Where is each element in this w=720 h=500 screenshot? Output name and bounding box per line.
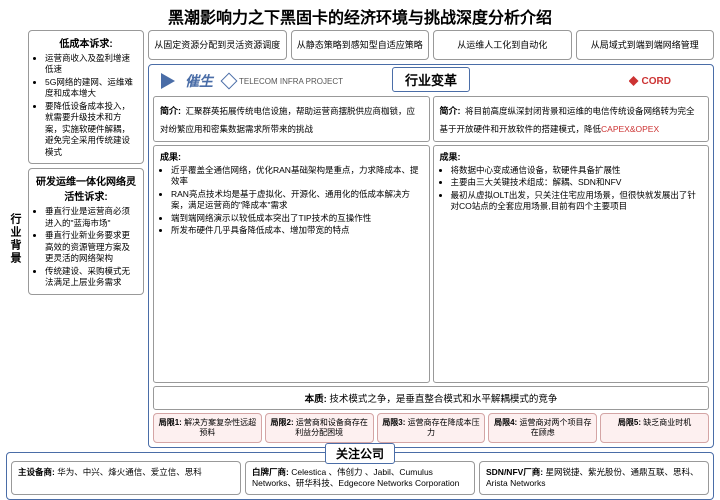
tip-intro-h: 简介: [160, 106, 181, 116]
list-item: 5G网络的建网、运维难度和成本增大 [45, 77, 138, 100]
essence-t: 技术模式之争，是垂直整合模式和水平解耦模式的竞争 [329, 394, 557, 405]
tip-intro-box: 简介: 汇聚群英拓展传统电信设施，帮助运营商摆脱供应商枷锁，应对纷繁应用和密集数… [153, 96, 430, 142]
vendor-box: 主设备商: 华为、中兴、烽火通信、爱立信、思科 [11, 461, 241, 495]
companies-section: 关注公司 主设备商: 华为、中兴、烽火通信、爱立信、思科 白牌厂商: Celes… [6, 452, 714, 500]
vendor-h: 白牌厂商: [252, 467, 289, 477]
left-column: 低成本诉求: 运营商收入及盈利增速低速 5G网络的建网、运维难度和成本增大 要降… [28, 30, 144, 448]
cord-result-list: 将数据中心变成通信设备，软硬件具备扩展性 主要由三大关键技术组成：解耦、SDN和… [440, 165, 703, 213]
tip-column: 简介: 汇聚群英拓展传统电信设施，帮助运营商摆脱供应商枷锁，应对纷繁应用和密集数… [153, 96, 430, 383]
demand2-title: 研发运维一体化网络灵活性诉求: [34, 173, 138, 203]
trend-box: 从局域式到端到端网络管理 [576, 30, 715, 60]
companies-badge: 关注公司 [325, 443, 395, 464]
tip-result-h: 成果: [160, 150, 423, 163]
limit-t: 运营商和设备商存在利益分配困境 [295, 418, 368, 437]
tip-intro-t: 汇聚群英拓展传统电信设施，帮助运营商摆脱供应商枷锁，应对纷繁应用和密集数据需求所… [160, 106, 415, 134]
limit-box: 局限2: 运营商和设备商存在利益分配困境 [265, 413, 374, 443]
left-tag-text: 行业背景 [7, 213, 23, 265]
list-item: 端到端网络演示以较低成本突出了TIP技术的互操作性 [171, 213, 423, 224]
transform-header: 催生 TELECOM INFRA PROJECT 行业变革 CORD [153, 69, 709, 93]
limit-t: 缺乏商业时机 [643, 418, 691, 427]
essence-box: 本质: 技术模式之争，是垂直整合模式和水平解耦模式的竞争 [153, 386, 709, 410]
list-item: RAN亮点技术均是基于虚拟化、开源化、通用化的低成本解决方案，满足运营商的"降成… [171, 189, 423, 212]
cord-result-box: 成果: 将数据中心变成通信设备，软硬件具备扩展性 主要由三大关键技术组成：解耦、… [433, 145, 710, 383]
demand-box-1: 低成本诉求: 运营商收入及盈利增速低速 5G网络的建网、运维难度和成本增大 要降… [28, 30, 144, 164]
limit-h: 局限2: [271, 418, 294, 427]
page-title: 黑潮影响力之下黑固卡的经济环境与挑战深度分析介绍 [0, 0, 720, 30]
list-item: 要降低设备成本投入，就需要升级技术和方案，实施软硬件解耦，避免完全采用传统建设模… [45, 101, 138, 158]
demand2-list: 垂直行业是运营商必须进入的"蓝海市场" 垂直行业新业务要求更高效的资源管理方案及… [34, 206, 138, 288]
cord-icon [629, 76, 639, 86]
cord-logo: CORD [629, 76, 671, 87]
list-item: 运营商收入及盈利增速低速 [45, 53, 138, 76]
limit-h: 局限3: [382, 418, 405, 427]
vendor-box: SDN/NFV厂商: 星网锐捷、紫光股份、通鼎互联、思科、Arista Netw… [479, 461, 709, 495]
list-item: 将数据中心变成通信设备，软硬件具备扩展性 [451, 165, 703, 176]
right-column: 从固定资源分配到灵活资源调度 从静态策略到感知型自适应策略 从运维人工化到自动化… [148, 30, 714, 448]
content-wrap: 行业背景 低成本诉求: 运营商收入及盈利增速低速 5G网络的建网、运维难度和成本… [0, 30, 720, 448]
left-section-tag: 行业背景 [6, 30, 24, 448]
trend-box: 从固定资源分配到灵活资源调度 [148, 30, 287, 60]
two-columns: 简介: 汇聚群英拓展传统电信设施，帮助运营商摆脱供应商枷锁，应对纷繁应用和密集数… [153, 96, 709, 383]
demand1-list: 运营商收入及盈利增速低速 5G网络的建网、运维难度和成本增大 要降低设备成本投入… [34, 53, 138, 158]
limit-t: 运营商对两个项目存在顾虑 [519, 418, 591, 437]
tip-logo-text: TELECOM INFRA PROJECT [239, 77, 343, 86]
diamond-icon [221, 73, 238, 90]
cord-logo-text: CORD [642, 76, 671, 87]
limit-t: 解决方案复杂性远超预料 [184, 418, 256, 437]
limit-h: 局限5: [618, 418, 641, 427]
demand1-title: 低成本诉求: [34, 35, 138, 50]
cuisheng-label: 催生 [185, 71, 213, 91]
cord-column: 简介: 将目前高度纵深封闭背景和运维的电信传统设备网络转为完全基于开放硬件和开放… [433, 96, 710, 383]
list-item: 近乎覆盖全通信网络，优化RAN基础架构是重点，力求降成本、提效率 [171, 165, 423, 188]
list-item: 传统建设、采购模式无法满足上层业务需求 [45, 266, 138, 289]
trends-row: 从固定资源分配到灵活资源调度 从静态策略到感知型自适应策略 从运维人工化到自动化… [148, 30, 714, 60]
vendor-box: 白牌厂商: Celestica 、伟创力 、Jabil、Cumulus Netw… [245, 461, 475, 495]
essence-h: 本质: [305, 394, 327, 405]
vendor-h: 主设备商: [18, 467, 55, 477]
vendor-h: SDN/NFV厂商: [486, 467, 543, 477]
list-item: 所发布硬件几乎具备降低成本、增加带宽的特点 [171, 225, 423, 236]
demand-box-2: 研发运维一体化网络灵活性诉求: 垂直行业是运营商必须进入的"蓝海市场" 垂直行业… [28, 168, 144, 294]
limit-t: 运营商存在降成本压力 [408, 418, 480, 437]
limit-box: 局限4: 运营商对两个项目存在顾虑 [488, 413, 597, 443]
limit-h: 局限4: [494, 418, 517, 427]
arrow-icon [161, 73, 175, 89]
tip-logo: TELECOM INFRA PROJECT [223, 75, 343, 87]
list-item: 垂直行业是运营商必须进入的"蓝海市场" [45, 206, 138, 229]
trend-box: 从运维人工化到自动化 [433, 30, 572, 60]
cord-result-h: 成果: [440, 150, 703, 163]
limits-row: 局限1: 解决方案复杂性远超预料 局限2: 运营商和设备商存在利益分配困境 局限… [153, 413, 709, 443]
transform-badge: 行业变革 [392, 67, 470, 92]
limit-box: 局限3: 运营商存在降成本压力 [377, 413, 486, 443]
cord-intro-box: 简介: 将目前高度纵深封闭背景和运维的电信传统设备网络转为完全基于开放硬件和开放… [433, 96, 710, 142]
cord-intro-red: CAPEX&OPEX [601, 124, 659, 134]
tip-result-box: 成果: 近乎覆盖全通信网络，优化RAN基础架构是重点，力求降成本、提效率 RAN… [153, 145, 430, 383]
limit-box: 局限5: 缺乏商业时机 [600, 413, 709, 443]
limit-h: 局限1: [159, 418, 182, 427]
trend-box: 从静态策略到感知型自适应策略 [291, 30, 430, 60]
vendor-t: 华为、中兴、烽火通信、爱立信、思科 [57, 467, 202, 477]
transform-container: 催生 TELECOM INFRA PROJECT 行业变革 CORD 简介: 汇… [148, 64, 714, 448]
list-item: 主要由三大关键技术组成：解耦、SDN和NFV [451, 177, 703, 188]
tip-result-list: 近乎覆盖全通信网络，优化RAN基础架构是重点，力求降成本、提效率 RAN亮点技术… [160, 165, 423, 237]
list-item: 垂直行业新业务要求更高效的资源管理方案及更灵活的网络架构 [45, 230, 138, 264]
limit-box: 局限1: 解决方案复杂性远超预料 [153, 413, 262, 443]
cord-intro-h: 简介: [440, 106, 461, 116]
list-item: 最初从虚拟OLT出发，只关注住宅应用场景，但很快就发展出了针对CO站点的全套应用… [451, 190, 703, 213]
